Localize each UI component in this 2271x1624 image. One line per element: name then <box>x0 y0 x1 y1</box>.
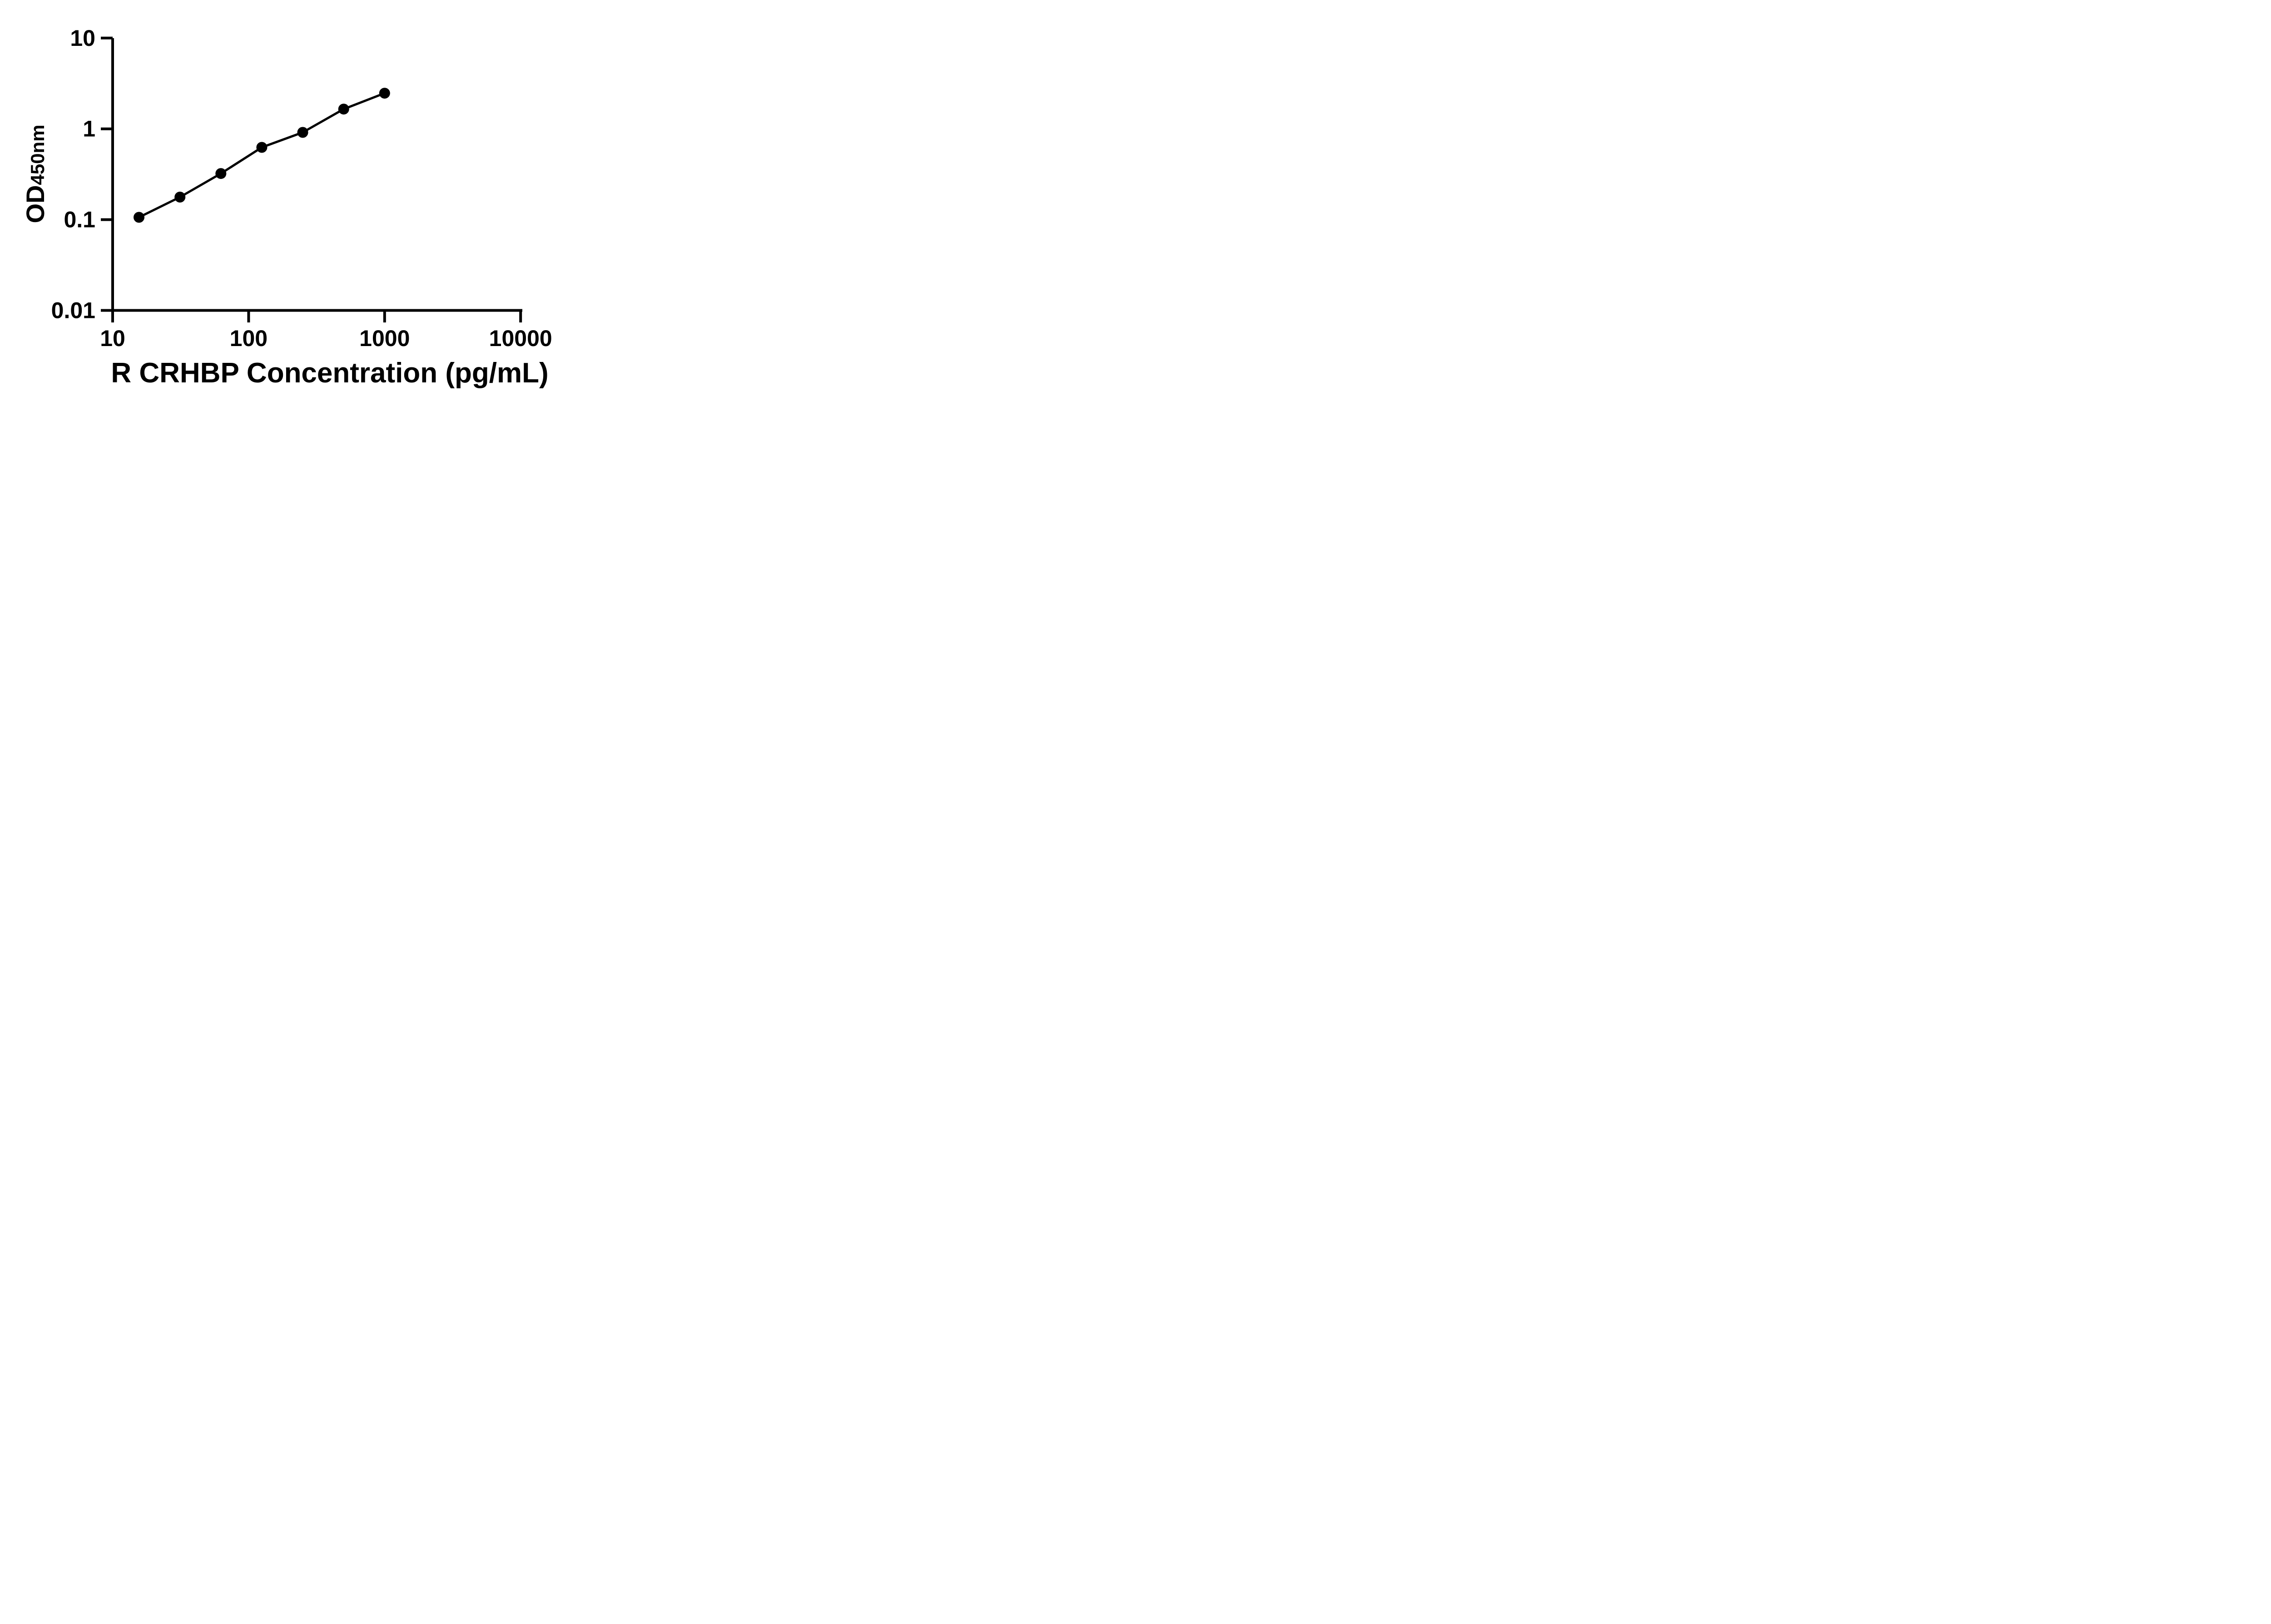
data-point <box>338 104 349 115</box>
y-axis-title-sub: 450nm <box>27 124 48 185</box>
y-axis-title-main: OD <box>21 185 50 223</box>
x-axis-title: R CRHBP Concentration (pg/mL) <box>111 357 548 389</box>
data-point <box>379 88 390 99</box>
elisa-standard-curve-figure: 10 1 0.1 0.01 10 100 1000 10000 R CRHBP Concentr… <box>0 0 584 406</box>
data-point <box>215 168 227 179</box>
y-tick-label: 10 <box>70 25 95 51</box>
data-point <box>174 192 186 203</box>
x-tick-label: 100 <box>230 326 268 351</box>
data-point <box>256 142 268 153</box>
x-tick-label: 10000 <box>489 326 552 351</box>
y-tick-label: 0.01 <box>51 298 95 323</box>
y-tick-label: 0.1 <box>64 207 95 233</box>
data-point <box>134 212 144 223</box>
y-axis-title: OD450nm <box>21 124 50 223</box>
data-point <box>297 127 308 138</box>
x-tick-label: 10 <box>100 326 125 351</box>
y-tick-label: 1 <box>83 116 95 142</box>
x-tick-label: 1000 <box>359 326 410 351</box>
